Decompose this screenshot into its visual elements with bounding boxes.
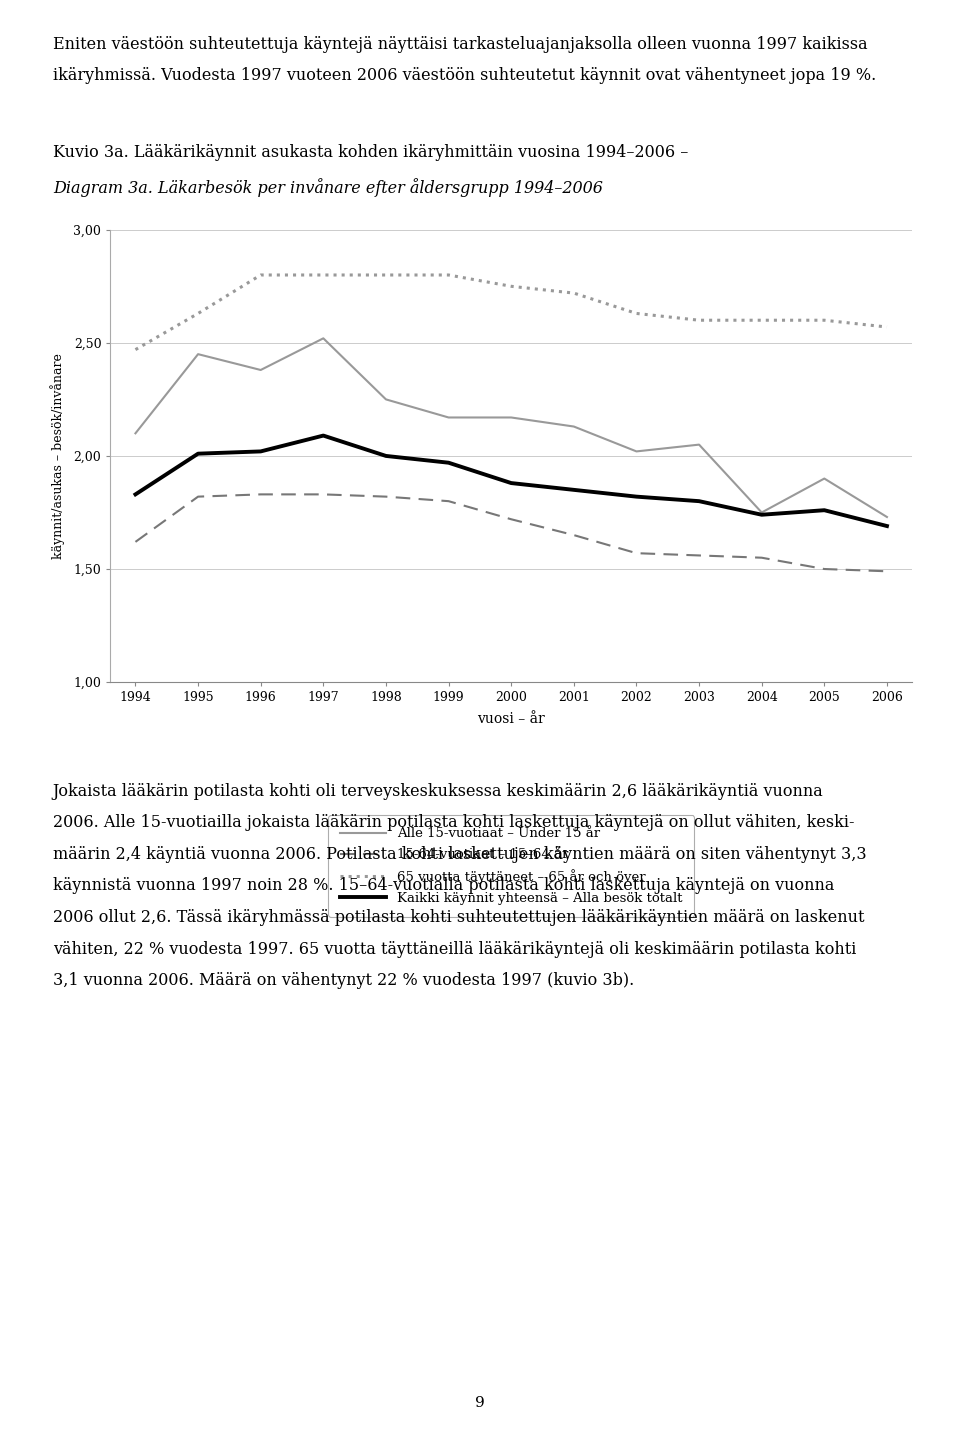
Text: Eniten väestöön suhteutettuja käyntejä näyttäisi tarkasteluajanjaksolla olleen v: Eniten väestöön suhteutettuja käyntejä n… xyxy=(53,36,868,53)
Text: Diagram 3a. Läkarbesök per invånare efter åldersgrupp 1994–2006: Diagram 3a. Läkarbesök per invånare efte… xyxy=(53,178,603,197)
Text: ikäryhmissä. Vuodesta 1997 vuoteen 2006 väestöön suhteutetut käynnit ovat vähent: ikäryhmissä. Vuodesta 1997 vuoteen 2006 … xyxy=(53,67,876,85)
Text: Jokaista lääkärin potilasta kohti oli terveyskeskuksessa keskimäärin 2,6 lääkäri: Jokaista lääkärin potilasta kohti oli te… xyxy=(53,783,824,800)
Text: 2006 ollut 2,6. Tässä ikäryhmässä potilasta kohti suhteutettujen lääkärikäyntien: 2006 ollut 2,6. Tässä ikäryhmässä potila… xyxy=(53,909,864,926)
Y-axis label: käynnit/asukas – besök/invånare: käynnit/asukas – besök/invånare xyxy=(50,353,65,559)
Legend: Alle 15-vuotiaat – Under 15 år, 15-64-vuotiaat – 15–64 år, 65 vuotta täyttäneet : Alle 15-vuotiaat – Under 15 år, 15-64-vu… xyxy=(328,816,694,916)
Text: käynnistä vuonna 1997 noin 28 %. 15–64-vuotialla potilasta kohti laskettuja käyn: käynnistä vuonna 1997 noin 28 %. 15–64-v… xyxy=(53,877,834,895)
Text: Kuvio 3a. Lääkärikäynnit asukasta kohden ikäryhmittäin vuosina 1994–2006 –: Kuvio 3a. Lääkärikäynnit asukasta kohden… xyxy=(53,144,688,161)
Text: 3,1 vuonna 2006. Määrä on vähentynyt 22 % vuodesta 1997 (kuvio 3b).: 3,1 vuonna 2006. Määrä on vähentynyt 22 … xyxy=(53,972,634,989)
Text: 9: 9 xyxy=(475,1396,485,1410)
Text: määrin 2,4 käyntiä vuonna 2006. Potilasta kohti laskettujen käyntien määrä on si: määrin 2,4 käyntiä vuonna 2006. Potilast… xyxy=(53,846,867,863)
Text: vähiten, 22 % vuodesta 1997. 65 vuotta täyttäneillä lääkärikäyntejä oli keskimää: vähiten, 22 % vuodesta 1997. 65 vuotta t… xyxy=(53,941,856,958)
X-axis label: vuosi – år: vuosi – år xyxy=(477,712,545,727)
Text: 2006. Alle 15-vuotiailla jokaista lääkärin potilasta kohti laskettuja käyntejä o: 2006. Alle 15-vuotiailla jokaista lääkär… xyxy=(53,814,854,831)
